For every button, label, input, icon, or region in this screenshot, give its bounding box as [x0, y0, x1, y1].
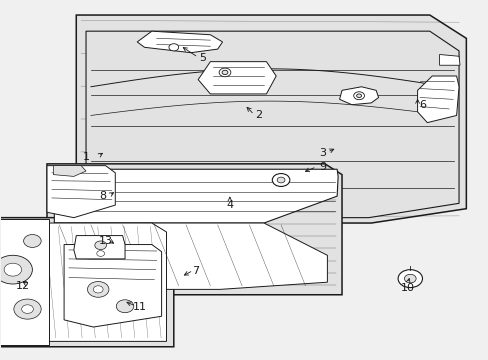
- Circle shape: [4, 263, 21, 276]
- Text: 11: 11: [132, 302, 146, 312]
- Circle shape: [0, 255, 32, 284]
- Text: 8: 8: [100, 191, 106, 201]
- Text: 4: 4: [226, 200, 233, 210]
- Text: 6: 6: [418, 100, 425, 110]
- Circle shape: [353, 92, 364, 100]
- Polygon shape: [0, 218, 173, 347]
- Circle shape: [272, 174, 289, 186]
- Text: 12: 12: [16, 281, 30, 291]
- Polygon shape: [0, 220, 49, 345]
- Polygon shape: [53, 166, 86, 176]
- Polygon shape: [54, 223, 327, 289]
- Polygon shape: [86, 31, 458, 218]
- Circle shape: [87, 282, 109, 297]
- Text: 10: 10: [400, 283, 414, 293]
- Circle shape: [397, 270, 422, 288]
- Circle shape: [21, 305, 33, 314]
- Polygon shape: [198, 62, 276, 94]
- Circle shape: [219, 68, 230, 77]
- Polygon shape: [54, 169, 337, 223]
- Polygon shape: [3, 223, 166, 341]
- Circle shape: [277, 177, 285, 183]
- Text: 9: 9: [318, 162, 325, 172]
- Circle shape: [95, 241, 106, 249]
- Circle shape: [356, 94, 361, 98]
- Circle shape: [93, 286, 103, 293]
- Polygon shape: [47, 164, 341, 295]
- Circle shape: [23, 234, 41, 247]
- Text: 3: 3: [318, 148, 325, 158]
- Polygon shape: [339, 87, 378, 105]
- Circle shape: [97, 251, 104, 256]
- Text: 13: 13: [98, 236, 112, 246]
- Polygon shape: [74, 235, 125, 259]
- Circle shape: [404, 274, 415, 283]
- Text: 7: 7: [192, 266, 199, 276]
- Text: 5: 5: [199, 53, 206, 63]
- Polygon shape: [47, 166, 115, 218]
- Circle shape: [222, 70, 227, 75]
- Polygon shape: [439, 54, 459, 65]
- Polygon shape: [76, 15, 466, 223]
- Polygon shape: [417, 76, 458, 123]
- Circle shape: [168, 44, 178, 51]
- Polygon shape: [64, 244, 161, 327]
- Text: 1: 1: [82, 152, 89, 162]
- Polygon shape: [137, 31, 222, 53]
- Circle shape: [14, 299, 41, 319]
- Circle shape: [116, 300, 134, 313]
- Text: 2: 2: [255, 111, 262, 121]
